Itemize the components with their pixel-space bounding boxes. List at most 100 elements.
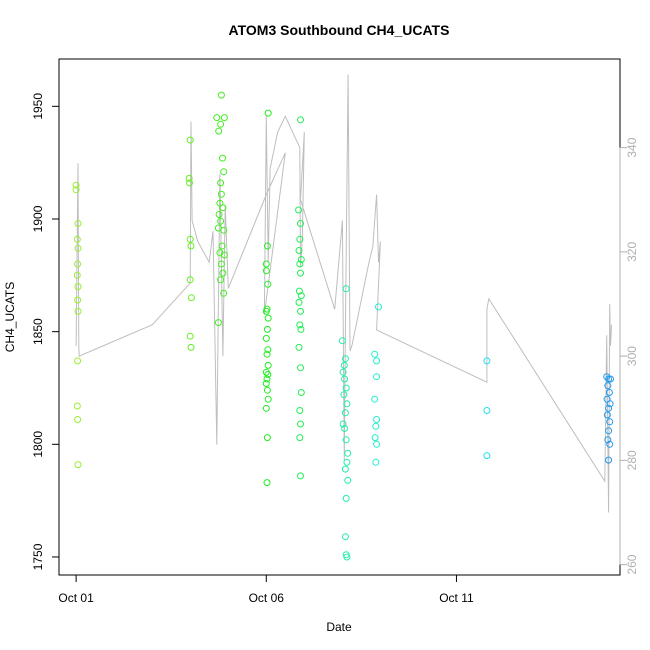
data-point [220,226,228,234]
secondary-y-axis: 260 280 300 320 340 [619,137,639,575]
point-layer [72,91,614,561]
y-axis: 1750 1800 1850 1900 1950 [31,93,60,570]
data-point [371,395,379,403]
data-point [373,440,381,448]
data-point [186,179,193,187]
data-point [604,436,612,444]
data-point [263,325,271,333]
data-point [219,269,227,277]
data-point [220,168,228,176]
x-tick-label: Oct 01 [58,591,94,605]
data-point [605,404,613,412]
data-point [264,395,272,403]
data-point [74,307,82,315]
y2-tick-label: 300 [625,346,639,366]
data-point [297,256,305,263]
x-tick-label: Oct 11 [439,591,474,605]
line-layer [75,74,613,513]
y-tick-label: 1850 [31,318,45,345]
data-point [606,400,614,408]
data-point [373,373,381,381]
data-point [297,325,305,333]
data-point [74,357,82,365]
data-point [74,296,82,304]
series-line [75,74,613,513]
data-point [341,533,349,541]
data-point [186,136,194,144]
data-point [220,289,228,297]
data-point [606,418,614,426]
data-point [187,343,195,351]
y-tick-label: 1950 [31,93,45,120]
data-point [213,114,221,122]
y2-tick-label: 340 [625,137,639,157]
data-point [220,114,228,122]
data-point [264,371,272,378]
data-point [341,375,349,383]
data-point [263,434,271,442]
data-point [295,343,303,351]
data-point [262,260,270,268]
data-point [603,373,611,381]
data-point [371,350,379,358]
data-point [341,465,349,473]
data-point [74,260,82,268]
data-point [605,375,613,383]
data-point [605,456,613,464]
data-point [74,244,82,252]
data-point [604,382,612,390]
data-point [217,276,225,284]
x-tick-label: Oct 06 [249,591,285,605]
data-point [338,337,346,345]
data-point [607,375,614,383]
data-point [263,242,271,250]
data-point [296,407,304,414]
chart-title: ATOM3 Southbound CH4_UCATS [229,22,450,38]
y-tick-label: 1900 [31,205,45,232]
data-point [344,476,352,484]
data-point [297,220,304,227]
data-point [297,420,304,428]
data-point [219,204,227,212]
data-point [296,260,304,268]
data-point [185,174,193,182]
y-tick-label: 1800 [31,431,45,458]
y-axis-label: CH4_UCATS [3,282,17,352]
data-point [220,251,228,259]
data-point [342,436,350,444]
data-point [295,287,303,295]
data-point [217,179,225,187]
data-point [264,109,272,117]
data-point [343,400,351,408]
data-point [343,458,351,466]
data-point [605,427,613,435]
data-point [341,425,349,432]
data-point [264,346,272,354]
data-point [264,314,272,322]
data-point [297,364,304,372]
data-point [297,116,304,124]
data-point [73,271,81,279]
data-point [603,411,611,419]
data-point [74,461,82,469]
data-point [343,553,351,561]
data-point [339,420,347,428]
data-point [483,452,491,460]
data-point [187,242,195,250]
data-point [296,235,304,243]
data-point [297,307,304,315]
data-point [605,389,613,396]
data-point [342,384,350,392]
data-point [186,235,194,243]
data-point [295,206,303,214]
data-point [296,434,304,442]
data-point [262,267,270,275]
data-point [373,357,381,365]
data-point [262,404,270,412]
data-point [341,355,349,363]
data-point [264,361,272,369]
data-point [72,186,80,194]
data-point [262,380,270,387]
data-point [342,494,350,502]
data-point [215,127,223,135]
